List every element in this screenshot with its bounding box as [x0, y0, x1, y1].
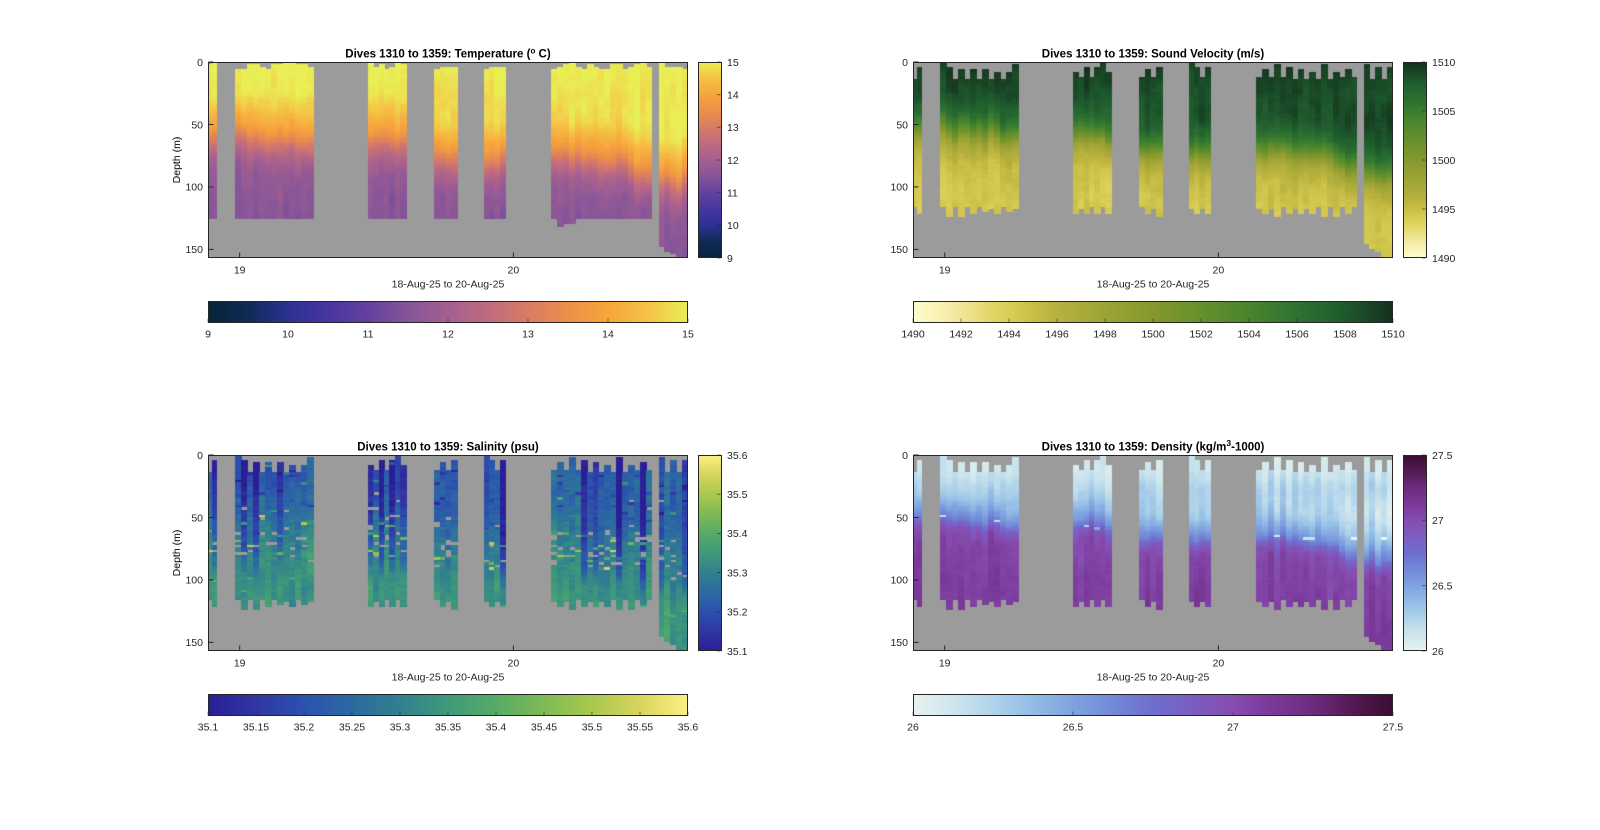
svg-text:100: 100: [185, 575, 203, 587]
svg-text:13: 13: [727, 122, 739, 134]
svg-text:15: 15: [682, 329, 694, 341]
svg-text:1510: 1510: [1381, 329, 1405, 341]
svg-text:1496: 1496: [1045, 329, 1069, 341]
svg-text:35.15: 35.15: [243, 722, 269, 734]
svg-text:1500: 1500: [1141, 329, 1165, 341]
svg-text:0: 0: [197, 57, 203, 69]
svg-text:100: 100: [185, 182, 203, 194]
svg-text:20: 20: [1213, 265, 1225, 277]
svg-text:19: 19: [234, 658, 246, 670]
svg-text:10: 10: [727, 220, 739, 232]
svg-text:18-Aug-25 to 20-Aug-25: 18-Aug-25 to 20-Aug-25: [1097, 672, 1210, 684]
svg-text:12: 12: [442, 329, 454, 341]
svg-text:26: 26: [907, 722, 919, 734]
svg-text:150: 150: [185, 244, 203, 256]
svg-text:19: 19: [939, 265, 951, 277]
svg-text:35.45: 35.45: [531, 722, 557, 734]
svg-text:12: 12: [727, 155, 739, 167]
svg-text:20: 20: [1213, 658, 1225, 670]
svg-text:26: 26: [1432, 646, 1444, 658]
svg-text:10: 10: [282, 329, 294, 341]
svg-text:1490: 1490: [901, 329, 925, 341]
svg-text:19: 19: [939, 658, 951, 670]
svg-text:9: 9: [205, 329, 211, 341]
svg-text:27: 27: [1227, 722, 1239, 734]
svg-text:1506: 1506: [1285, 329, 1309, 341]
svg-text:1490: 1490: [1432, 253, 1456, 265]
svg-text:Depth (m): Depth (m): [171, 530, 183, 577]
svg-text:Dives 1310 to 1359: Temperatur: Dives 1310 to 1359: Temperature (o C): [345, 46, 551, 60]
svg-text:35.2: 35.2: [727, 607, 748, 619]
svg-text:Depth (m): Depth (m): [171, 137, 183, 184]
svg-text:20: 20: [508, 265, 520, 277]
svg-text:1505: 1505: [1432, 106, 1456, 118]
svg-text:15: 15: [727, 57, 739, 69]
svg-text:Depth (m): Depth (m): [171, 137, 183, 184]
svg-text:35.4: 35.4: [727, 528, 748, 540]
svg-text:50: 50: [191, 119, 203, 131]
svg-text:35.2: 35.2: [294, 722, 315, 734]
svg-text:19: 19: [234, 265, 246, 277]
svg-text:50: 50: [191, 512, 203, 524]
svg-text:100: 100: [890, 575, 908, 587]
svg-text:1502: 1502: [1189, 329, 1213, 341]
svg-text:Depth (m): Depth (m): [171, 530, 183, 577]
svg-text:35.25: 35.25: [339, 722, 365, 734]
svg-text:27.5: 27.5: [1383, 722, 1404, 734]
svg-text:11: 11: [727, 188, 738, 200]
svg-text:27: 27: [1432, 515, 1444, 527]
svg-text:26.5: 26.5: [1063, 722, 1084, 734]
svg-text:1495: 1495: [1432, 204, 1456, 216]
svg-text:150: 150: [890, 637, 908, 649]
svg-text:1494: 1494: [997, 329, 1021, 341]
svg-text:35.55: 35.55: [627, 722, 653, 734]
svg-text:35.1: 35.1: [198, 722, 219, 734]
svg-text:0: 0: [902, 57, 908, 69]
svg-text:35.5: 35.5: [582, 722, 603, 734]
svg-text:20: 20: [508, 658, 520, 670]
svg-text:1510: 1510: [1432, 57, 1456, 69]
svg-text:18-Aug-25 to 20-Aug-25: 18-Aug-25 to 20-Aug-25: [392, 279, 505, 291]
svg-text:13: 13: [522, 329, 534, 341]
svg-text:0: 0: [902, 450, 908, 462]
svg-text:35.35: 35.35: [435, 722, 461, 734]
svg-text:14: 14: [602, 329, 614, 341]
svg-text:1508: 1508: [1333, 329, 1357, 341]
svg-text:50: 50: [896, 119, 908, 131]
svg-text:14: 14: [727, 90, 739, 102]
svg-text:0: 0: [197, 450, 203, 462]
svg-text:Dives 1310 to 1359: Sound Velo: Dives 1310 to 1359: Sound Velocity (m/s): [1042, 49, 1265, 61]
svg-text:Dives 1310 to 1359: Salinity (: Dives 1310 to 1359: Salinity (psu): [357, 442, 539, 454]
svg-text:1492: 1492: [949, 329, 973, 341]
svg-text:1500: 1500: [1432, 155, 1456, 167]
svg-text:100: 100: [890, 182, 908, 194]
svg-text:150: 150: [185, 637, 203, 649]
svg-text:50: 50: [896, 512, 908, 524]
svg-text:150: 150: [890, 244, 908, 256]
svg-text:1504: 1504: [1237, 329, 1261, 341]
svg-text:18-Aug-25 to 20-Aug-25: 18-Aug-25 to 20-Aug-25: [392, 672, 505, 684]
svg-text:35.5: 35.5: [727, 489, 748, 501]
svg-text:35.4: 35.4: [486, 722, 507, 734]
svg-text:27.5: 27.5: [1432, 450, 1453, 462]
svg-text:18-Aug-25 to 20-Aug-25: 18-Aug-25 to 20-Aug-25: [1097, 279, 1210, 291]
svg-text:9: 9: [727, 253, 733, 265]
svg-text:35.3: 35.3: [390, 722, 411, 734]
svg-text:35.6: 35.6: [727, 450, 748, 462]
svg-text:26.5: 26.5: [1432, 581, 1453, 593]
svg-text:35.6: 35.6: [678, 722, 699, 734]
svg-text:11: 11: [363, 329, 374, 341]
svg-text:1498: 1498: [1093, 329, 1117, 341]
svg-text:35.1: 35.1: [727, 646, 748, 658]
svg-text:Dives 1310 to 1359: Density (k: Dives 1310 to 1359: Density (kg/m3-1000): [1042, 438, 1265, 453]
svg-text:35.3: 35.3: [727, 567, 748, 579]
